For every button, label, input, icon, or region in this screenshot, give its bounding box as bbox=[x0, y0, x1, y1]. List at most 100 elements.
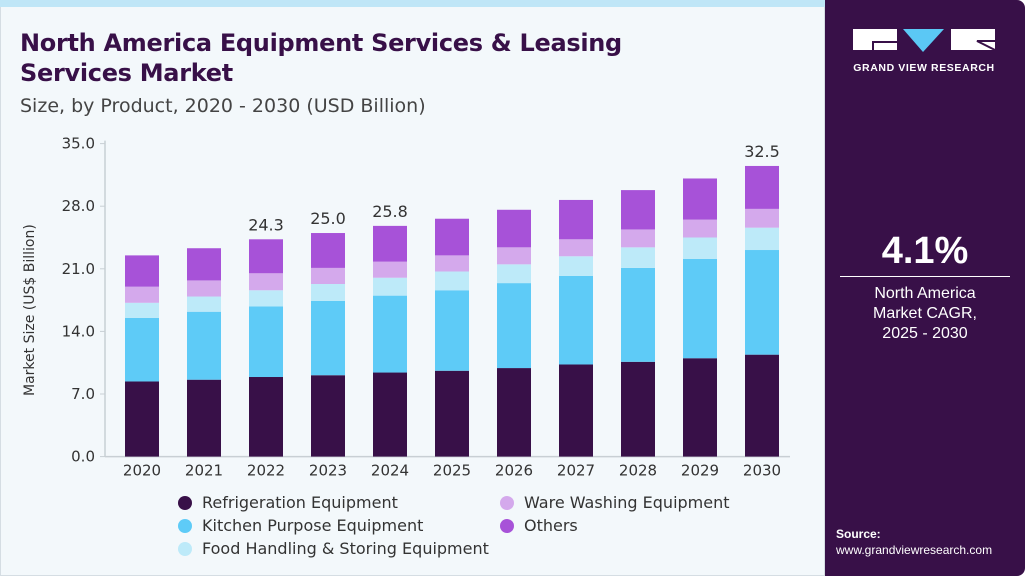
cagr-value: 4.1% bbox=[881, 230, 969, 272]
bar-segment bbox=[125, 302, 159, 318]
data-label: 25.0 bbox=[310, 209, 346, 228]
x-tick-label: 2022 bbox=[247, 462, 285, 480]
bar-segment bbox=[683, 178, 717, 220]
bar-segment bbox=[373, 261, 407, 278]
data-label: 25.8 bbox=[372, 202, 408, 221]
bar-segment bbox=[373, 277, 407, 296]
cagr-divider bbox=[840, 276, 1010, 277]
x-tick-label: 2029 bbox=[681, 462, 719, 480]
x-tick-label: 2028 bbox=[619, 462, 657, 480]
legend-swatch bbox=[500, 495, 514, 510]
bar-segment bbox=[497, 264, 531, 284]
x-tick-label: 2021 bbox=[185, 462, 223, 480]
y-tick-label: 28.0 bbox=[62, 197, 95, 215]
bar-segment bbox=[621, 190, 655, 230]
bar-segment bbox=[249, 290, 283, 307]
bar-segment bbox=[249, 306, 283, 378]
y-axis-title: Market Size (US$ Billion) bbox=[22, 224, 38, 396]
page-subtitle: Size, by Product, 2020 - 2030 (USD Billi… bbox=[20, 95, 426, 117]
x-tick-label: 2027 bbox=[557, 462, 595, 480]
bar-segment bbox=[559, 199, 593, 240]
bar-segment bbox=[249, 239, 283, 274]
bar-segment bbox=[745, 208, 779, 228]
bar-segment bbox=[497, 283, 531, 369]
cagr-label: North America Market CAGR, 2025 - 2030 bbox=[825, 284, 1025, 344]
bar-segment bbox=[621, 229, 655, 248]
bar-segment bbox=[435, 271, 469, 291]
legend-swatch bbox=[178, 541, 192, 556]
legend-item: Ware Washing Equipment bbox=[500, 493, 730, 512]
bar-segment bbox=[311, 267, 345, 285]
bar-segment bbox=[559, 275, 593, 365]
bar-segment bbox=[745, 354, 779, 457]
bar-segment bbox=[373, 372, 407, 457]
legend-swatch bbox=[178, 518, 192, 533]
bar-segment bbox=[311, 375, 345, 457]
bar-segment bbox=[497, 247, 531, 265]
y-tick-label: 14.0 bbox=[62, 322, 95, 340]
page-title: North America Equipment Services & Leasi… bbox=[20, 29, 622, 87]
bar-segment bbox=[745, 250, 779, 355]
bar-segment bbox=[187, 311, 221, 380]
bar-segment bbox=[435, 255, 469, 272]
data-label: 24.3 bbox=[248, 215, 284, 234]
x-tick-label: 2030 bbox=[743, 462, 781, 480]
bar-segment bbox=[745, 227, 779, 251]
bar-segment bbox=[745, 165, 779, 209]
cagr-label-line: 2025 - 2030 bbox=[882, 325, 968, 342]
bar-segment bbox=[187, 280, 221, 297]
legend-swatch bbox=[178, 495, 192, 510]
legend-label: Refrigeration Equipment bbox=[202, 493, 398, 512]
legend-label: Food Handling & Storing Equipment bbox=[202, 539, 489, 558]
bar-segment bbox=[311, 284, 345, 301]
legend-item: Kitchen Purpose Equipment bbox=[178, 516, 423, 535]
bar-segment bbox=[187, 248, 221, 281]
bar-segment bbox=[125, 286, 159, 303]
bar-segment bbox=[559, 364, 593, 457]
bar-segment bbox=[435, 218, 469, 256]
legend-item: Food Handling & Storing Equipment bbox=[178, 539, 489, 558]
x-tick-label: 2025 bbox=[433, 462, 471, 480]
source-url[interactable]: www.grandviewresearch.com bbox=[836, 543, 993, 557]
bar-segment bbox=[435, 290, 469, 371]
x-tick-label: 2024 bbox=[371, 462, 409, 480]
bar-segment bbox=[559, 239, 593, 257]
bar-segment bbox=[683, 237, 717, 259]
bar-segment bbox=[311, 300, 345, 376]
bar-segment bbox=[311, 233, 345, 268]
bar-segment bbox=[683, 258, 717, 359]
bar-segment bbox=[683, 358, 717, 457]
bar-segment bbox=[559, 256, 593, 276]
legend-item: Others bbox=[500, 516, 578, 535]
y-tick-label: 7.0 bbox=[71, 385, 95, 403]
legend-swatch bbox=[500, 518, 514, 533]
bar-segment bbox=[373, 295, 407, 373]
bar-segment bbox=[125, 255, 159, 287]
bar-segment bbox=[125, 317, 159, 382]
legend-label: Others bbox=[524, 516, 578, 535]
legend-label: Ware Washing Equipment bbox=[524, 493, 730, 512]
y-tick-label: 21.0 bbox=[62, 260, 95, 278]
y-tick-label: 0.0 bbox=[71, 448, 95, 466]
top-accent-bar bbox=[0, 0, 825, 7]
cagr-label-line: Market CAGR, bbox=[872, 305, 977, 322]
data-label: 32.5 bbox=[744, 142, 780, 161]
bar-segment bbox=[621, 361, 655, 457]
bar-segment bbox=[683, 219, 717, 238]
bar-segment bbox=[497, 368, 531, 457]
bar-segment bbox=[435, 370, 469, 457]
bar-segment bbox=[497, 209, 531, 248]
x-tick-label: 2023 bbox=[309, 462, 347, 480]
bar-segment bbox=[249, 377, 283, 457]
source-label: Source: bbox=[836, 527, 881, 541]
bar-segment bbox=[187, 379, 221, 457]
y-tick-label: 35.0 bbox=[62, 135, 95, 153]
x-tick-label: 2020 bbox=[123, 462, 161, 480]
stacked-bar-chart: 0.0 7.0 14.0 21.0 28.0 35.0 Market Size (US$ B… bbox=[22, 135, 790, 480]
bar-segment bbox=[621, 247, 655, 268]
bar-segment bbox=[373, 225, 407, 262]
brand-panel bbox=[825, 0, 1025, 576]
legend-item: Refrigeration Equipment bbox=[178, 493, 398, 512]
bar-segment bbox=[187, 296, 221, 312]
bar-segment bbox=[621, 267, 655, 362]
